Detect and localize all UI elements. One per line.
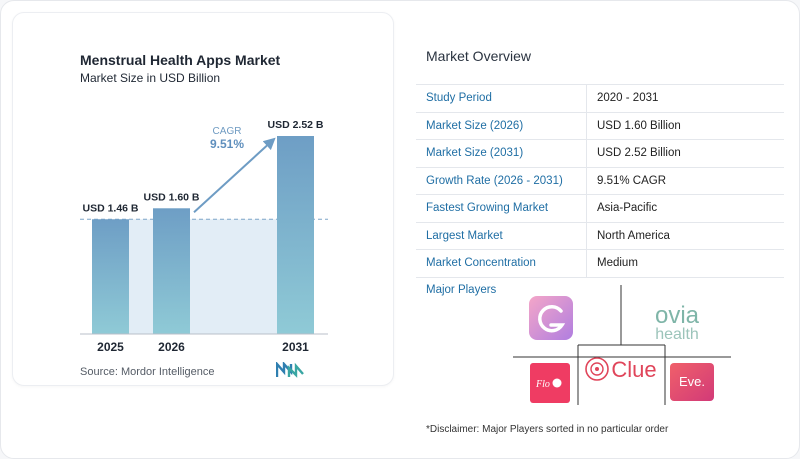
svg-text:Eve.: Eve. bbox=[679, 374, 705, 389]
overview-value: 9.51% CAGR bbox=[586, 167, 784, 195]
overview-value: Asia-Pacific bbox=[586, 194, 784, 223]
overview-row: Market Size (2026) USD 1.60 Billion bbox=[416, 112, 784, 140]
bar-2025 bbox=[92, 219, 129, 334]
overview-value: USD 2.52 Billion bbox=[586, 139, 784, 168]
overview-key: Growth Rate (2026 - 2031) bbox=[416, 167, 587, 195]
chart-title: Menstrual Health Apps Market bbox=[80, 52, 281, 68]
bar-2026 bbox=[153, 208, 190, 334]
overview-key: Market Size (2026) bbox=[416, 112, 587, 140]
svg-text:Flo: Flo bbox=[535, 379, 550, 390]
svg-text:ovia: ovia bbox=[655, 302, 700, 329]
overview-row: Market Concentration Medium bbox=[416, 249, 784, 278]
x-tick-label: 2025 bbox=[97, 340, 124, 354]
market-overview-table: Study Period 2020 - 2031 Market Size (2026… bbox=[416, 84, 784, 278]
data-label: USD 1.60 B bbox=[143, 191, 199, 203]
major-players-logos: ovia health Flo Clue Eve. bbox=[513, 285, 731, 405]
overview-key: Market Concentration bbox=[416, 249, 587, 278]
bar-chart: 2025 2026 2031 USD 1.46 B USD 1.60 B USD 2.52… bbox=[80, 119, 328, 354]
svg-text:health: health bbox=[655, 326, 699, 343]
overview-row: Largest Market North America bbox=[416, 222, 784, 250]
overview-value: Medium bbox=[586, 249, 784, 278]
x-tick-label: 2031 bbox=[282, 340, 309, 354]
overview-key: Study Period bbox=[416, 84, 587, 113]
overview-row: Growth Rate (2026 - 2031) 9.51% CAGR bbox=[416, 167, 784, 195]
cagr-arrow bbox=[193, 137, 276, 214]
overview-row: Market Size (2031) USD 2.52 Billion bbox=[416, 139, 784, 168]
eve-logo: Eve. bbox=[670, 363, 714, 401]
data-label: USD 1.46 B bbox=[82, 202, 138, 214]
x-tick-label: 2026 bbox=[158, 340, 185, 354]
data-label: USD 2.52 B bbox=[267, 119, 323, 131]
glow-logo bbox=[529, 296, 573, 340]
overview-value: 2020 - 2031 bbox=[586, 84, 784, 113]
overview-value: USD 1.60 Billion bbox=[586, 112, 784, 140]
source-text: Source: Mordor Intelligence bbox=[80, 366, 215, 378]
bar-2031 bbox=[277, 136, 314, 334]
cagr-value: 9.51% bbox=[210, 137, 244, 151]
svg-text:Clue: Clue bbox=[611, 357, 656, 382]
cagr-label: CAGR bbox=[213, 126, 242, 137]
market-overview-title: Market Overview bbox=[426, 48, 532, 64]
overview-row: Study Period 2020 - 2031 bbox=[416, 84, 784, 113]
flo-logo: Flo bbox=[530, 363, 570, 403]
major-players-title: Major Players bbox=[426, 284, 497, 296]
clue-logo: Clue bbox=[585, 357, 657, 382]
overview-value: North America bbox=[586, 222, 784, 250]
overview-row: Fastest Growing Market Asia-Pacific bbox=[416, 194, 784, 223]
ovia-health-logo: ovia health bbox=[655, 302, 700, 343]
overview-key: Market Size (2031) bbox=[416, 139, 587, 168]
chart-subtitle: Market Size in USD Billion bbox=[80, 71, 221, 85]
overview-key: Largest Market bbox=[416, 222, 587, 250]
mordor-intelligence-logo bbox=[276, 362, 304, 378]
disclaimer: *Disclaimer: Major Players sorted in no … bbox=[426, 424, 669, 435]
overview-key: Fastest Growing Market bbox=[416, 194, 587, 223]
